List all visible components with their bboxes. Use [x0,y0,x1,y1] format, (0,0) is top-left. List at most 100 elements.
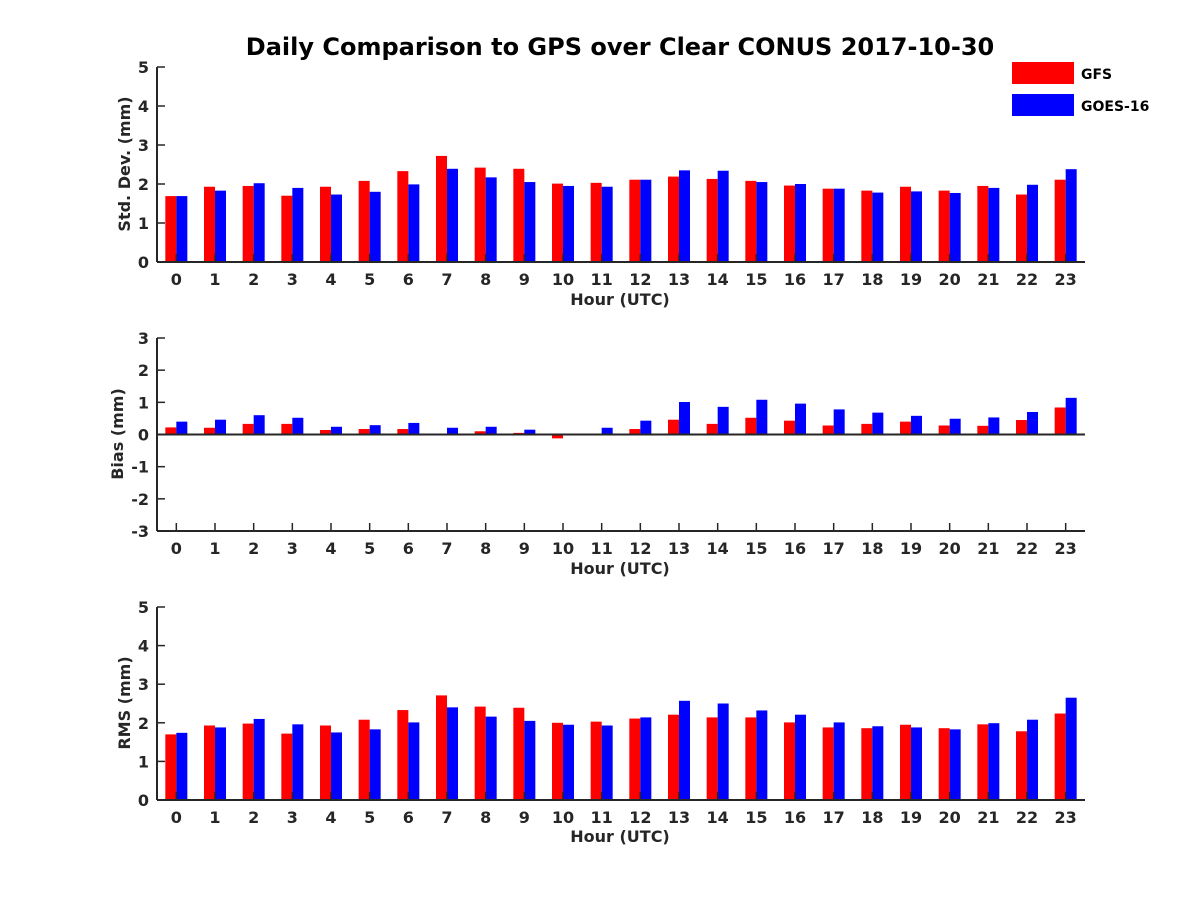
panel-rms-xtick-label: 20 [939,808,961,827]
bar-rms-gfs-14 [706,717,718,800]
bar-bias-goes16-4 [331,426,342,435]
panel-bias-xtick-label: 2 [248,539,259,558]
panel-bias-xtick-label: 0 [171,539,182,558]
bar-bias-goes16-17 [833,409,845,435]
panel-rms-xtick-label: 22 [1016,808,1038,827]
panel-std-dev-xtick-label: 9 [519,270,530,289]
legend: GFS GOES-16 [1012,62,1149,116]
bar-std-dev-gfs-16 [784,185,795,262]
bar-bias-gfs-23 [1054,407,1066,435]
panel-rms-ytick-label: 1 [138,752,149,771]
panel-bias-xtick-label: 3 [287,539,298,558]
bar-std-dev-gfs-7 [436,155,447,262]
bar-rms-gfs-12 [629,718,641,800]
bar-std-dev-gfs-12 [629,179,641,262]
bar-rms-goes16-14 [717,703,729,800]
panel-bias-xtick-label: 18 [861,539,883,558]
panel-rms-xtick-label: 15 [745,808,767,827]
panel-std-dev-xtick-label: 7 [441,270,452,289]
panel-rms-xtick-label: 23 [1055,808,1077,827]
bar-std-dev-goes16-15 [756,182,768,262]
bar-std-dev-gfs-3 [281,195,293,262]
panel-std-dev-ytick-label: 0 [138,253,149,272]
bar-std-dev-goes16-21 [988,187,1000,262]
bar-std-dev-goes16-18 [872,192,884,262]
panel-rms-xtick-label: 8 [480,808,491,827]
bar-rms-gfs-17 [822,727,834,800]
bar-bias-gfs-21 [977,425,989,435]
bar-bias-gfs-13 [668,419,679,435]
bar-bias-goes16-14 [717,406,729,435]
panel-bias-ytick-label: 1 [138,393,149,412]
bar-bias-gfs-16 [784,420,795,435]
bar-bias-goes16-6 [408,422,420,435]
panel-bias-xtick-label: 9 [519,539,530,558]
bar-rms-goes16-19 [911,727,922,800]
bar-rms-gfs-6 [397,710,409,800]
bar-bias-goes16-20 [949,418,961,435]
bar-rms-gfs-7 [436,695,447,800]
bar-bias-goes16-22 [1027,411,1038,435]
bar-rms-gfs-9 [513,707,525,800]
bar-bias-gfs-14 [706,423,718,435]
bar-std-dev-gfs-17 [822,188,834,262]
panel-rms-xtick-label: 10 [552,808,574,827]
bar-std-dev-gfs-2 [242,185,254,262]
bar-rms-gfs-4 [320,725,331,800]
panel-std-dev-xtick-label: 19 [900,270,922,289]
panel-std-dev-ytick-label: 1 [138,214,149,233]
panel-std-dev-xtick-label: 23 [1055,270,1077,289]
bar-std-dev-gfs-11 [590,182,602,262]
bar-rms-gfs-1 [204,725,215,800]
bar-std-dev-goes16-13 [679,170,690,262]
bar-std-dev-gfs-0 [165,196,177,262]
bar-std-dev-gfs-4 [320,186,331,262]
bar-std-dev-goes16-4 [331,194,342,262]
bar-bias-goes16-2 [253,415,265,435]
panel-rms-xtick-label: 17 [823,808,845,827]
bar-bias-gfs-0 [165,427,177,435]
panel-rms-xtick-label: 3 [287,808,298,827]
panel-bias-xtick-label: 13 [668,539,690,558]
panel-rms-ytick-label: 4 [138,637,149,656]
bar-rms-gfs-16 [784,722,795,800]
panel-std-dev-ytick-label: 5 [138,58,149,77]
bar-rms-goes16-2 [253,718,265,800]
panel-bias-xtick-label: 4 [325,539,336,558]
bar-rms-goes16-22 [1027,719,1038,800]
bar-bias-gfs-12 [629,429,641,435]
bar-rms-goes16-4 [331,732,342,800]
panel-bias-xtick-label: 5 [364,539,375,558]
panel-rms-xtick-label: 13 [668,808,690,827]
bar-rms-goes16-3 [292,724,304,800]
bar-std-dev-gfs-1 [204,186,215,262]
bar-rms-goes16-20 [949,729,961,800]
bar-rms-goes16-15 [756,710,768,800]
bar-std-dev-goes16-6 [408,184,420,262]
panel-rms-xtick-label: 11 [591,808,613,827]
bar-bias-gfs-17 [822,425,834,435]
bar-std-dev-goes16-3 [292,187,304,262]
panel-bias-xtick-label: 7 [441,539,452,558]
bar-bias-gfs-6 [397,429,409,435]
bar-rms-gfs-22 [1016,731,1027,800]
panel-bias-xlabel: Hour (UTC) [570,559,670,578]
panel-rms-xtick-label: 4 [325,808,336,827]
bar-bias-gfs-1 [204,427,215,435]
panel-rms-xtick-label: 19 [900,808,922,827]
bar-rms-gfs-3 [281,733,293,800]
bar-bias-gfs-18 [861,423,873,435]
panel-rms-ytick-label: 5 [138,598,149,617]
panel-bias-ytick-label: -1 [131,458,149,477]
bar-std-dev-gfs-9 [513,168,525,262]
panel-std-dev-ytick-label: 3 [138,136,149,155]
panel-rms-xtick-label: 6 [403,808,414,827]
panel-std-dev-xtick-label: 14 [707,270,729,289]
bar-bias-goes16-12 [640,420,652,435]
chart-title: Daily Comparison to GPS over Clear CONUS… [246,33,994,61]
panel-bias-ytick-label: -2 [131,490,149,509]
bar-std-dev-gfs-6 [397,171,409,262]
bar-std-dev-gfs-10 [552,183,563,262]
